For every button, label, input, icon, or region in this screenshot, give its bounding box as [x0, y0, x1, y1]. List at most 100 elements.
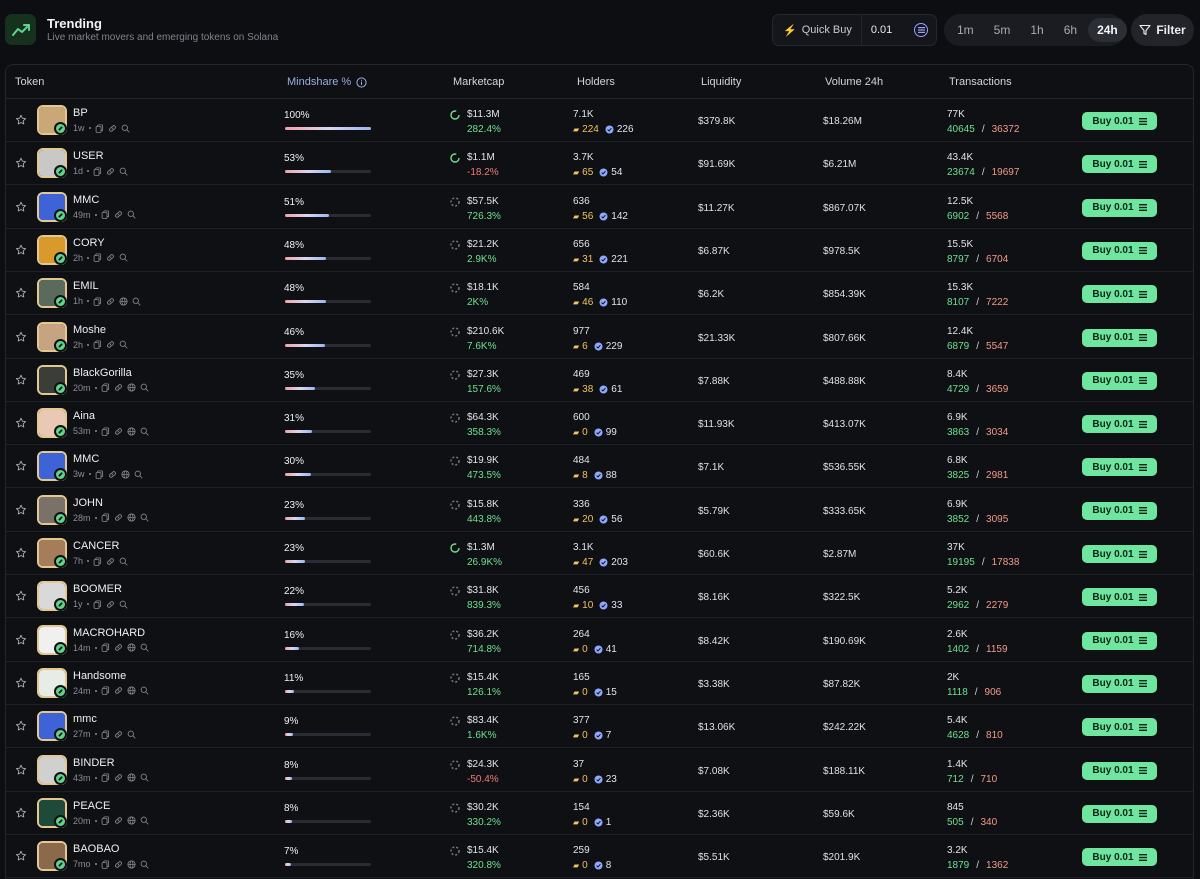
table-row[interactable]: Handsome 24m 11% $15.4K 126.1% 165 ▰ 0 1…	[6, 662, 1193, 705]
buy-button[interactable]: Buy 0.01	[1082, 458, 1157, 477]
search-icon[interactable]	[140, 513, 149, 522]
copy-icon[interactable]	[101, 513, 110, 522]
token-name[interactable]: PEACE	[73, 799, 111, 812]
star-icon[interactable]	[15, 114, 27, 126]
globe-icon[interactable]	[127, 427, 136, 436]
token-name[interactable]: CORY	[73, 236, 105, 249]
table-row[interactable]: USER 1d 53% $1.1M -18.2% 3.7K ▰ 65 54 $9…	[6, 142, 1193, 186]
quick-buy-amount-input[interactable]	[870, 24, 921, 36]
buy-button[interactable]: Buy 0.01	[1082, 761, 1157, 780]
star-icon[interactable]	[15, 547, 27, 559]
star-icon[interactable]	[15, 764, 27, 776]
token-name[interactable]: mmc	[73, 713, 97, 726]
table-row[interactable]: BOOMER 1y 22% $31.8K 839.3% 456 ▰ 10 33 …	[6, 575, 1193, 619]
copy-icon[interactable]	[93, 340, 102, 349]
search-icon[interactable]	[127, 730, 136, 739]
link-icon[interactable]	[108, 124, 117, 133]
star-icon[interactable]	[15, 504, 27, 516]
filter-button[interactable]: Filter	[1131, 14, 1194, 46]
search-icon[interactable]	[121, 124, 130, 133]
copy-icon[interactable]	[93, 600, 102, 609]
timeframe-tab[interactable]: 24h	[1088, 18, 1127, 42]
token-avatar[interactable]	[37, 494, 67, 525]
copy-icon[interactable]	[93, 167, 102, 176]
buy-button[interactable]: Buy 0.01	[1082, 804, 1157, 823]
table-row[interactable]: PEACE 20m 8% $30.2K 330.2% 154 ▰ 0 1 $2.…	[6, 792, 1193, 835]
globe-icon[interactable]	[127, 383, 136, 392]
copy-icon[interactable]	[93, 556, 102, 566]
copy-icon[interactable]	[101, 773, 110, 782]
token-avatar[interactable]	[37, 321, 67, 352]
search-icon[interactable]	[140, 773, 149, 782]
search-icon[interactable]	[140, 686, 149, 695]
copy-icon[interactable]	[101, 686, 110, 696]
token-name[interactable]: MMC	[73, 453, 100, 466]
copy-icon[interactable]	[93, 297, 102, 306]
buy-button[interactable]: Buy 0.01	[1082, 241, 1157, 260]
link-icon[interactable]	[108, 470, 117, 479]
table-row[interactable]: MMC 3w 30% $19.9K 473.5% 484 ▰ 8 88 $7.1…	[6, 445, 1193, 489]
token-name[interactable]: MMC	[73, 193, 100, 206]
star-icon[interactable]	[15, 850, 27, 862]
search-icon[interactable]	[140, 860, 149, 869]
copy-icon[interactable]	[101, 816, 110, 826]
table-row[interactable]: EMIL 1h 48% $18.1K 2K% 584 ▰ 46 110 $6.2…	[6, 272, 1193, 316]
link-icon[interactable]	[114, 730, 123, 739]
star-icon[interactable]	[15, 374, 27, 386]
buy-button[interactable]: Buy 0.01	[1082, 371, 1157, 390]
buy-button[interactable]: Buy 0.01	[1082, 155, 1157, 174]
token-name[interactable]: USER	[73, 150, 104, 163]
token-avatar[interactable]	[37, 364, 67, 395]
col-token[interactable]: Token	[15, 76, 45, 88]
token-name[interactable]: Aina	[73, 410, 96, 423]
timeframe-tab[interactable]: 6h	[1063, 23, 1078, 37]
token-name[interactable]: BAOBAO	[73, 843, 120, 856]
star-icon[interactable]	[15, 201, 27, 213]
token-name[interactable]: BOOMER	[73, 583, 122, 596]
link-icon[interactable]	[106, 557, 115, 566]
globe-icon[interactable]	[121, 470, 130, 479]
link-icon[interactable]	[114, 383, 123, 392]
table-row[interactable]: MACROHARD 14m 16% $36.2K 714.8% 264 ▰ 0 …	[6, 619, 1193, 662]
col-transactions[interactable]: Transactions	[949, 76, 1012, 88]
info-icon[interactable]	[356, 76, 367, 88]
token-name[interactable]: EMIL	[73, 280, 99, 293]
link-icon[interactable]	[114, 816, 123, 825]
buy-button[interactable]: Buy 0.01	[1082, 112, 1157, 130]
link-icon[interactable]	[106, 167, 115, 176]
buy-button[interactable]: Buy 0.01	[1082, 674, 1157, 693]
timeframe-tab[interactable]: 1h	[1030, 23, 1044, 37]
copy-icon[interactable]	[101, 643, 110, 652]
table-row[interactable]: CORY 2h 48% $21.2K 2.9K% 656 ▰ 31 221 $6…	[6, 229, 1193, 272]
star-icon[interactable]	[15, 590, 27, 602]
col-holders[interactable]: Holders	[577, 76, 615, 88]
search-icon[interactable]	[140, 816, 149, 825]
globe-icon[interactable]	[119, 297, 128, 306]
table-row[interactable]: Aina 53m 31% $64.3K 358.3% 600 ▰ 0 99 $1…	[6, 402, 1193, 446]
link-icon[interactable]	[114, 513, 123, 522]
star-icon[interactable]	[15, 417, 27, 429]
search-icon[interactable]	[119, 167, 128, 176]
buy-button[interactable]: Buy 0.01	[1082, 285, 1157, 304]
timeframe-tab[interactable]: 5m	[993, 23, 1011, 37]
copy-icon[interactable]	[95, 470, 104, 479]
search-icon[interactable]	[140, 383, 149, 392]
token-name[interactable]: JOHN	[73, 496, 103, 509]
link-icon[interactable]	[114, 860, 123, 869]
token-name[interactable]: MACROHARD	[73, 626, 146, 639]
token-avatar[interactable]	[37, 191, 67, 222]
token-name[interactable]: Moshe	[73, 323, 107, 336]
link-icon[interactable]	[114, 643, 123, 652]
search-icon[interactable]	[127, 210, 136, 219]
copy-icon[interactable]	[101, 860, 110, 869]
link-icon[interactable]	[114, 686, 123, 695]
search-icon[interactable]	[134, 470, 143, 479]
buy-button[interactable]: Buy 0.01	[1082, 501, 1157, 520]
token-name[interactable]: BP	[73, 107, 88, 119]
copy-icon[interactable]	[93, 253, 102, 263]
star-icon[interactable]	[15, 157, 27, 169]
col-volume[interactable]: Volume 24h	[825, 76, 884, 88]
copy-icon[interactable]	[101, 730, 110, 739]
globe-icon[interactable]	[127, 860, 136, 869]
search-icon[interactable]	[140, 427, 149, 436]
